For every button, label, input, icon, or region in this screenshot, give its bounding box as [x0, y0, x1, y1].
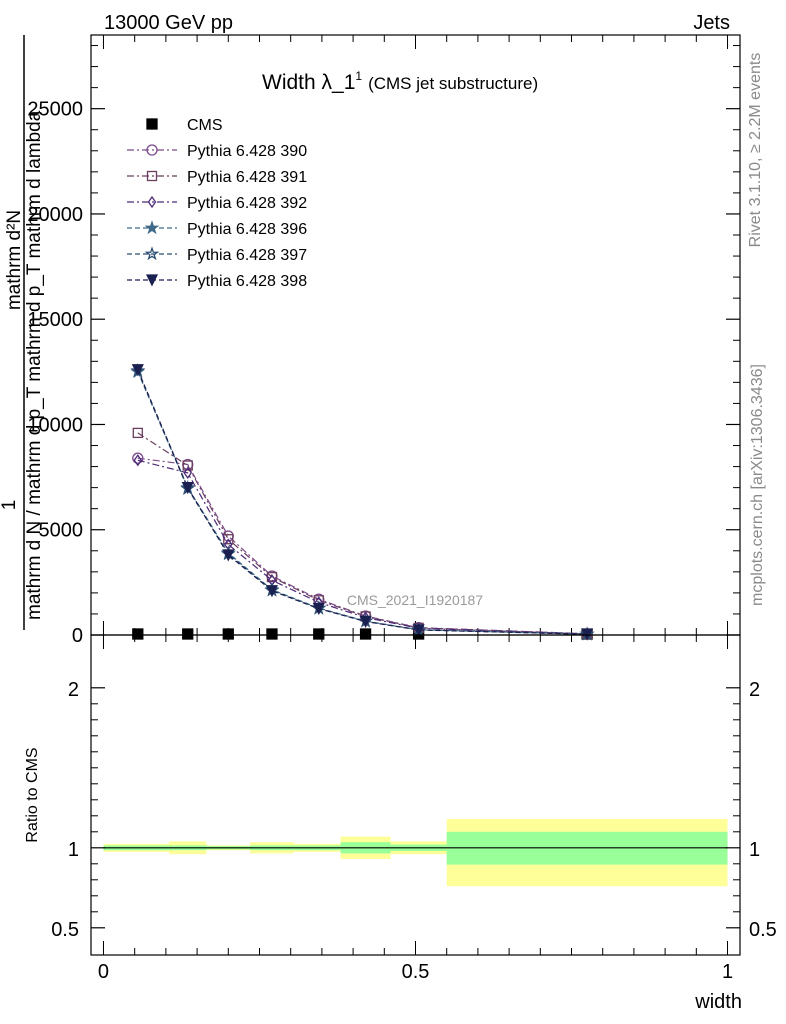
chart-title: Width λ_11 (CMS jet substructure): [262, 69, 538, 94]
data-point: [266, 628, 278, 640]
legend: CMS Pythia 6.428 390 Pythia 6.428 391 Pythi…: [127, 117, 307, 290]
data-point: [359, 615, 372, 628]
chart-subtitle: (CMS jet substructure): [368, 74, 538, 93]
mcplots-label: mcplots.cern.ch [arXiv:1306.3436]: [749, 364, 766, 606]
chart-title-sup: 1: [355, 69, 362, 83]
ratio-y-label: Ratio to CMS: [24, 747, 41, 842]
main-y-tick-label: 15000: [27, 309, 83, 331]
legend-label: Pythia 6.428 397: [187, 247, 307, 264]
legend-label: Pythia 6.428 392: [187, 195, 307, 212]
main-y-tick-label: 5000: [39, 520, 84, 542]
data-point: [132, 427, 143, 439]
ratio-y-tick-label-left: 1: [68, 839, 79, 861]
x-tick-label: 0.5: [402, 961, 430, 983]
main-plot-panel: 0 5000 10000 15000 20000 25000 CMS_2021_I1920…: [0, 34, 741, 647]
x-tick-label: 1: [722, 961, 733, 983]
data-point: [359, 628, 372, 640]
ratio-bands: [103, 819, 728, 887]
data-point: [182, 460, 193, 471]
main-y-ticks: 0 5000 10000 15000 20000 25000: [27, 45, 740, 647]
data-point: [181, 481, 194, 495]
legend-marker: [144, 246, 160, 261]
legend-marker: [147, 195, 157, 209]
legend-marker: [146, 118, 158, 130]
ratio-plot-frame: [90, 634, 741, 956]
ratio-y-tick-label-right: 1: [749, 839, 760, 861]
data-point: [222, 549, 235, 562]
data-point: [183, 466, 193, 480]
ratio-y-tick-label-right: 0.5: [749, 919, 777, 941]
data-point: [313, 628, 325, 640]
main-y-tick-label: 25000: [27, 99, 83, 121]
data-point: [312, 603, 325, 616]
legend-marker: [146, 144, 158, 156]
data-point: [182, 628, 194, 640]
legend-label: Pythia 6.428 390: [187, 143, 307, 160]
header-right: Jets: [693, 12, 730, 34]
legend-marker: [145, 274, 159, 287]
x-tick-label: 0: [98, 961, 109, 983]
main-y-tick-label: 10000: [27, 414, 83, 436]
ratio-y-tick-label-right: 2: [749, 679, 760, 701]
main-y-tick-label: 20000: [27, 204, 83, 226]
data-point: [133, 454, 143, 467]
main-y-tick-label: 0: [72, 625, 83, 647]
data-point: [132, 628, 144, 640]
ratio-plot-panel: 0.5 0.51 12 2 0 0.5 1 Ratio to CMS: [24, 634, 777, 983]
ratio-x-ticks: 0 0.5 1: [98, 635, 733, 983]
header-left: 13000 GeV pp: [104, 12, 233, 34]
data-point: [223, 534, 234, 545]
legend-label: Pythia 6.428 398: [187, 273, 307, 290]
data-point: [132, 452, 144, 464]
watermark-label: CMS_2021_I1920187: [347, 592, 483, 608]
ratio-y-ticks: 0.5 0.5 1 1 2 2: [51, 679, 777, 941]
legend-marker: [144, 220, 160, 235]
x-axis-label: width: [694, 991, 742, 1013]
main-y-label-numerator: mathrm d²N: [4, 210, 25, 310]
main-y-label: mathrm d N / mathrm d p_T mathrm d p_T m…: [24, 110, 45, 620]
data-point: [412, 624, 425, 637]
legend-marker: [146, 170, 158, 182]
legend-label: Pythia 6.428 391: [187, 169, 307, 186]
legend-label: CMS: [187, 117, 223, 134]
legend-label: Pythia 6.428 396: [187, 221, 307, 238]
data-point: [581, 628, 594, 641]
series-line: [137, 370, 588, 635]
rivet-label: Rivet 3.1.10, ≥ 2.2M events: [747, 53, 764, 248]
data-point: [265, 585, 279, 598]
ratio-y-tick-label-left: 0.5: [51, 919, 79, 941]
data-point: [131, 364, 144, 377]
main-series-group: [130, 363, 595, 641]
series-line: [137, 457, 588, 635]
ratio-y-tick-label-left: 2: [68, 679, 79, 701]
chart-title-main: Width λ_1: [262, 71, 355, 94]
series-line: [137, 459, 588, 635]
series-line: [137, 369, 588, 635]
main-y-label-numerator-one: 1: [0, 500, 20, 511]
